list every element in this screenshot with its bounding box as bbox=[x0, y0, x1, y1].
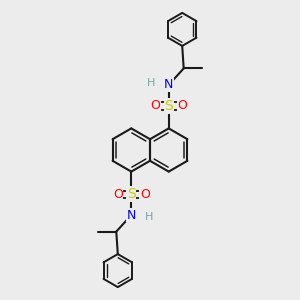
Text: H: H bbox=[147, 78, 155, 88]
Text: S: S bbox=[164, 99, 173, 113]
Text: N: N bbox=[127, 208, 136, 222]
Text: H: H bbox=[145, 212, 153, 222]
Text: S: S bbox=[127, 187, 136, 201]
Text: N: N bbox=[164, 78, 173, 92]
Text: O: O bbox=[113, 188, 123, 201]
Text: O: O bbox=[177, 99, 187, 112]
Text: O: O bbox=[140, 188, 150, 201]
Text: O: O bbox=[150, 99, 160, 112]
